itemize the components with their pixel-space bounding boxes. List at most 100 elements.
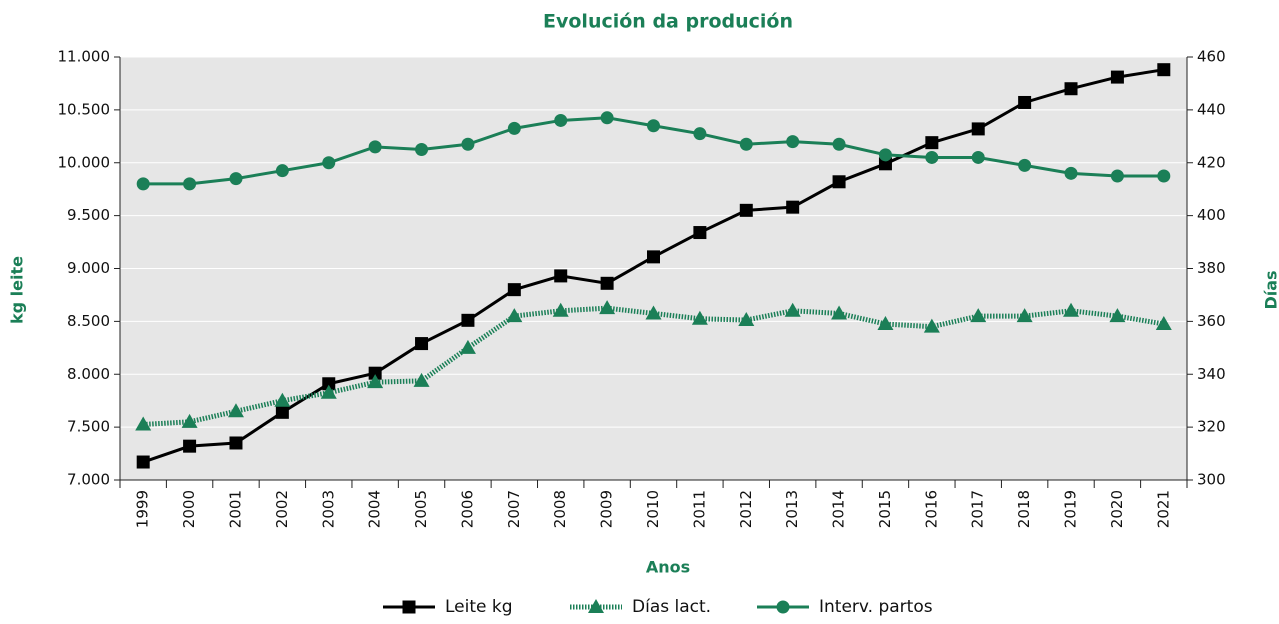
chart-title: Evolución da produción xyxy=(543,11,793,33)
marker xyxy=(1157,63,1171,77)
marker xyxy=(600,276,614,290)
marker xyxy=(784,302,801,317)
x-tick-label: 2005 xyxy=(412,490,430,528)
x-tick-label: 2021 xyxy=(1154,490,1172,528)
marker xyxy=(693,127,707,141)
marker xyxy=(600,111,614,125)
x-tick-label: 2015 xyxy=(876,490,894,528)
marker xyxy=(1155,316,1172,331)
marker xyxy=(229,172,243,186)
legend-label: Interv. partos xyxy=(819,597,933,617)
series-line xyxy=(143,305,1165,427)
marker xyxy=(878,157,892,171)
legend-marker xyxy=(402,600,416,614)
marker xyxy=(459,339,476,354)
marker xyxy=(274,392,291,407)
x-tick-label: 2017 xyxy=(969,490,987,528)
marker xyxy=(183,439,197,453)
y-tick-label: 11.000 xyxy=(58,48,111,66)
legend-label: Días lact. xyxy=(632,597,711,617)
x-tick-label: 2008 xyxy=(551,490,569,528)
x-tick-label: 2000 xyxy=(180,490,198,528)
marker xyxy=(322,377,336,391)
x-tick-label: 2007 xyxy=(505,490,523,528)
marker xyxy=(786,135,800,149)
marker xyxy=(275,164,289,178)
x-tick-label: 2006 xyxy=(458,490,476,528)
y2-tick-label: 320 xyxy=(1197,418,1226,436)
marker xyxy=(415,337,429,351)
y-tick-label: 9.500 xyxy=(67,206,110,224)
x-tick-label: 2001 xyxy=(226,490,244,528)
x-tick-label: 2016 xyxy=(922,490,940,528)
marker xyxy=(181,413,198,428)
marker xyxy=(554,269,568,283)
x-tick-label: 2012 xyxy=(737,490,755,528)
marker xyxy=(183,177,197,191)
marker xyxy=(461,137,475,151)
y2-tick-label: 340 xyxy=(1197,365,1226,383)
marker xyxy=(877,316,894,331)
x-tick-label: 2002 xyxy=(273,490,291,528)
marker xyxy=(368,140,382,154)
marker xyxy=(1110,169,1124,183)
marker xyxy=(878,148,892,162)
marker xyxy=(1016,308,1033,323)
marker xyxy=(554,113,568,127)
marker xyxy=(367,374,384,389)
y-tick-label: 7.500 xyxy=(67,418,110,436)
x-tick-label: 2011 xyxy=(690,490,708,528)
marker xyxy=(831,305,848,320)
marker xyxy=(552,302,569,317)
marker xyxy=(645,305,662,320)
y2-tick-label: 460 xyxy=(1197,48,1226,66)
x-tick-label: 1999 xyxy=(134,490,152,528)
y-axis-title: kg leite xyxy=(8,256,27,324)
y2-tick-label: 440 xyxy=(1197,100,1226,118)
marker xyxy=(1063,302,1080,317)
x-tick-label: 2014 xyxy=(830,490,848,528)
marker xyxy=(136,177,150,191)
marker xyxy=(693,226,707,240)
marker xyxy=(925,136,939,150)
x-tick-label: 2010 xyxy=(644,490,662,528)
marker xyxy=(135,416,152,431)
marker xyxy=(647,250,660,264)
y-tick-label: 8.000 xyxy=(67,365,110,383)
legend-marker xyxy=(776,600,790,614)
marker xyxy=(1110,70,1124,84)
x-tick-label: 2020 xyxy=(1108,490,1126,528)
legend-label: Leite kg xyxy=(445,597,513,617)
y2-tick-label: 300 xyxy=(1197,471,1226,489)
y-tick-label: 8.500 xyxy=(67,312,110,330)
marker xyxy=(415,143,429,157)
marker xyxy=(322,156,336,170)
marker xyxy=(832,175,846,189)
marker xyxy=(507,283,521,297)
marker xyxy=(320,384,337,399)
marker xyxy=(738,312,755,327)
marker xyxy=(970,308,987,323)
marker xyxy=(1064,82,1078,96)
marker xyxy=(691,310,708,325)
y2-axis-title: Días xyxy=(1262,270,1279,309)
y2-tick-label: 380 xyxy=(1197,259,1226,277)
y-tick-label: 10.500 xyxy=(58,100,111,118)
marker xyxy=(1109,308,1126,323)
y-tick-label: 10.000 xyxy=(58,153,111,171)
y-tick-label: 9.000 xyxy=(67,259,110,277)
x-tick-label: 2018 xyxy=(1015,490,1033,528)
marker xyxy=(368,366,382,380)
marker xyxy=(925,150,939,164)
y-tick-label: 7.000 xyxy=(67,471,110,489)
marker xyxy=(923,318,940,333)
y2-tick-label: 420 xyxy=(1197,153,1226,171)
marker xyxy=(739,137,753,151)
marker xyxy=(971,150,985,164)
y2-tick-label: 400 xyxy=(1197,206,1226,224)
y2-tick-label: 360 xyxy=(1197,312,1226,330)
marker xyxy=(1157,169,1171,183)
marker xyxy=(971,122,985,136)
x-tick-label: 2003 xyxy=(319,490,337,528)
